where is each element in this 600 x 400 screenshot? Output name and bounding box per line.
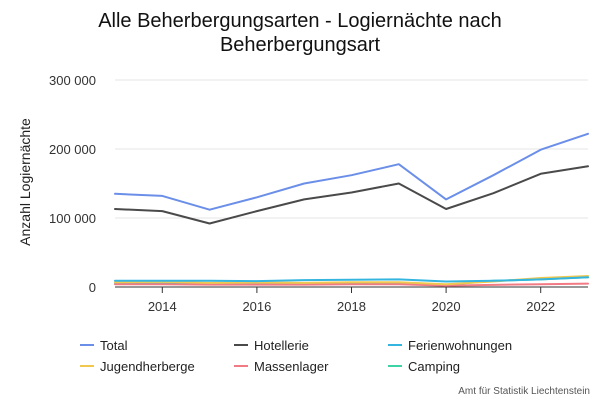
chart-title-line-2: Beherbergungsart (220, 34, 381, 56)
y-tick-label: 300 000 (49, 73, 96, 88)
source-credit: Amt für Statistik Liechtenstein (458, 386, 590, 397)
legend-item-total[interactable]: Total (80, 338, 128, 353)
y-tick-label: 200 000 (49, 142, 96, 157)
x-tick-label: 2016 (242, 299, 271, 314)
y-tick-labels: 0 100 000 200 000 300 000 (49, 73, 96, 295)
legend: Total Hotellerie Ferienwohnungen Jugendherb… (80, 338, 512, 374)
legend-item-massenlager[interactable]: Massenlager (234, 359, 329, 374)
legend-label: Massenlager (254, 359, 329, 374)
legend-label: Jugendherberge (100, 359, 195, 374)
legend-item-ferienwohnungen[interactable]: Ferienwohnungen (388, 338, 512, 353)
chart-title-line-1: Alle Beherbergungsarten - Logiernächte n… (98, 10, 502, 32)
legend-label: Hotellerie (254, 338, 309, 353)
legend-item-camping[interactable]: Camping (388, 359, 460, 374)
y-tick-label: 100 000 (49, 211, 96, 226)
x-tick-label: 2022 (526, 299, 555, 314)
y-axis-label: Anzahl Logiernächte (17, 118, 33, 246)
x-tick-label: 2020 (432, 299, 461, 314)
series-line-ferienwohnungen (114, 276, 589, 283)
series-line-hotellerie (114, 165, 589, 225)
legend-label: Total (100, 338, 128, 353)
series-line-total (114, 132, 589, 211)
x-tick-labels: 2014 2016 2018 2020 2022 (148, 287, 555, 314)
legend-item-hotellerie[interactable]: Hotellerie (234, 338, 309, 353)
legend-label: Ferienwohnungen (408, 338, 512, 353)
x-tick-label: 2018 (337, 299, 366, 314)
x-tick-label: 2014 (148, 299, 177, 314)
y-tick-label: 0 (89, 280, 96, 295)
chart-title: Alle Beherbergungsarten - Logiernächte n… (98, 10, 502, 56)
legend-item-jugendherberge[interactable]: Jugendherberge (80, 359, 195, 374)
legend-label: Camping (408, 359, 460, 374)
series-line-massenlager (114, 282, 589, 287)
series-lines (114, 132, 589, 287)
